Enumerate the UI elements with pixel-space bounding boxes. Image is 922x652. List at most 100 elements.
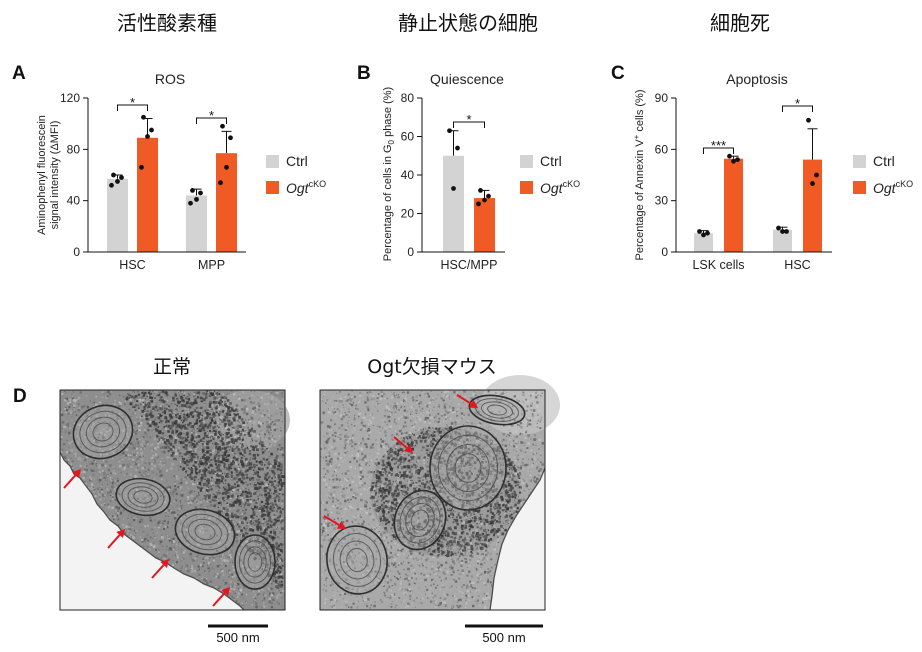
- mitochondrion: [393, 489, 447, 551]
- chart-apoptosis: Apoptosis Percentage of Annexin V+ cells…: [632, 71, 913, 272]
- y-tick-label: 80: [401, 91, 415, 105]
- bar: [694, 233, 713, 252]
- mitochondrial-crista: [187, 518, 223, 546]
- significance-bracket: [703, 147, 734, 154]
- chart-title: Quiescence: [430, 71, 504, 87]
- data-point: [218, 180, 223, 186]
- mitochondrial-crista: [346, 547, 368, 573]
- bar: [724, 158, 743, 252]
- legend-label-ctrl: Ctrl: [286, 153, 308, 169]
- chart-title: ROS: [155, 71, 185, 87]
- y-tick-label: 60: [401, 130, 415, 144]
- significance-bracket: [117, 104, 148, 111]
- data-point: [109, 182, 114, 188]
- data-point: [486, 193, 491, 199]
- data-point: [141, 114, 146, 120]
- data-point: [806, 117, 811, 123]
- mitochondrial-crista: [446, 444, 490, 492]
- micrograph-border: [59, 389, 286, 611]
- legend-label-ctrl: Ctrl: [873, 153, 895, 169]
- x-category-label: HSC: [119, 258, 145, 272]
- cell-membrane-edge: [59, 451, 245, 611]
- data-point: [482, 197, 487, 203]
- data-point: [735, 157, 740, 163]
- mitochondrial-crista: [238, 540, 272, 584]
- y-tick-label: 30: [655, 194, 669, 208]
- mitochondrial-crista: [339, 540, 375, 580]
- panel-label-a: A: [12, 63, 26, 84]
- y-tick-label: 0: [407, 245, 414, 259]
- legend-label-cko: OgtcKO: [286, 179, 326, 196]
- data-point: [224, 164, 229, 170]
- chart-title: Apoptosis: [726, 71, 787, 87]
- annotation-arrow-head: [403, 444, 413, 453]
- extracellular-space: [60, 452, 244, 610]
- y-tick-label: 60: [655, 142, 669, 156]
- data-point: [727, 153, 732, 159]
- micrograph-grain: [60, 390, 284, 610]
- mitochondrial-crista: [437, 434, 499, 502]
- mitochondrial-crista: [480, 401, 514, 419]
- mitochondrial-crista: [133, 490, 153, 504]
- micrograph-grain: [370, 426, 521, 557]
- legend-label-cko-gene: Ogt: [873, 180, 897, 196]
- y-tick-label: 80: [67, 142, 81, 156]
- mitochondrial-crista: [127, 486, 159, 508]
- mitochondrial-crista: [181, 513, 229, 551]
- significance-marker: *: [209, 108, 214, 123]
- micrograph-ogt-knockout: [319, 375, 560, 611]
- bar: [186, 195, 207, 252]
- heading-cell-death: 細胞死: [710, 11, 770, 35]
- annotation-arrow: [107, 529, 125, 549]
- y-tick-label: 90: [655, 91, 669, 105]
- mitochondrial-crista: [243, 546, 267, 578]
- bar: [443, 155, 464, 252]
- data-point: [478, 188, 483, 193]
- caption-normal: 正常: [153, 356, 191, 378]
- y-axis-label: Percentage of Annexin V+ cells (%): [632, 90, 646, 261]
- mitochondrial-crista: [247, 552, 263, 572]
- mitochondrial-crista: [333, 533, 381, 587]
- mitochondrial-crista: [79, 410, 127, 454]
- chart-ros: ROS Aminophenyl fluorescein signal inten…: [36, 71, 326, 272]
- annotation-arrow-shaft: [63, 474, 77, 489]
- legend-swatch-cko: [266, 181, 279, 194]
- micrograph-grain: [60, 391, 285, 609]
- legend-label-cko-superscript: cKO: [896, 179, 914, 189]
- data-point: [145, 134, 150, 139]
- data-point: [784, 229, 789, 234]
- legend-swatch-ctrl: [520, 155, 533, 168]
- caption-ogt-knockout: Ogt欠損マウス: [367, 356, 496, 378]
- y-axis-label-superscript: +: [632, 134, 641, 139]
- y-tick-label: 40: [401, 168, 415, 182]
- legend-swatch-cko: [853, 181, 866, 194]
- data-point: [228, 135, 233, 141]
- bar: [474, 198, 495, 252]
- data-point: [810, 181, 815, 186]
- micrograph-grain: [320, 390, 544, 609]
- data-point: [190, 188, 195, 193]
- micrograph-grain: [128, 390, 284, 589]
- mitochondrion: [326, 525, 388, 595]
- y-axis-label: Percentage of cells in G0 phase (%): [382, 87, 396, 261]
- y-axis-label-rest: cells (%): [634, 90, 646, 135]
- bar: [216, 153, 237, 252]
- data-point: [220, 123, 225, 129]
- chart-quiescence: Quiescence Percentage of cells in G0 pha…: [382, 71, 580, 272]
- data-point: [198, 190, 203, 196]
- y-axis-label-subscript: 0: [387, 139, 396, 144]
- cell-membrane-edge: [489, 467, 546, 611]
- data-point: [139, 164, 144, 170]
- annotation-arrow-head: [336, 521, 346, 529]
- significance-bracket: [782, 105, 813, 112]
- data-point: [776, 225, 781, 231]
- y-tick-label: 20: [401, 207, 415, 221]
- data-point: [111, 172, 116, 178]
- y-axis-label-main: Percentage of Annexin V: [634, 139, 646, 261]
- mitochondrial-crista: [399, 496, 441, 544]
- micrograph-border: [319, 389, 546, 611]
- data-point: [476, 201, 481, 207]
- data-point: [731, 158, 736, 164]
- bar: [803, 159, 822, 252]
